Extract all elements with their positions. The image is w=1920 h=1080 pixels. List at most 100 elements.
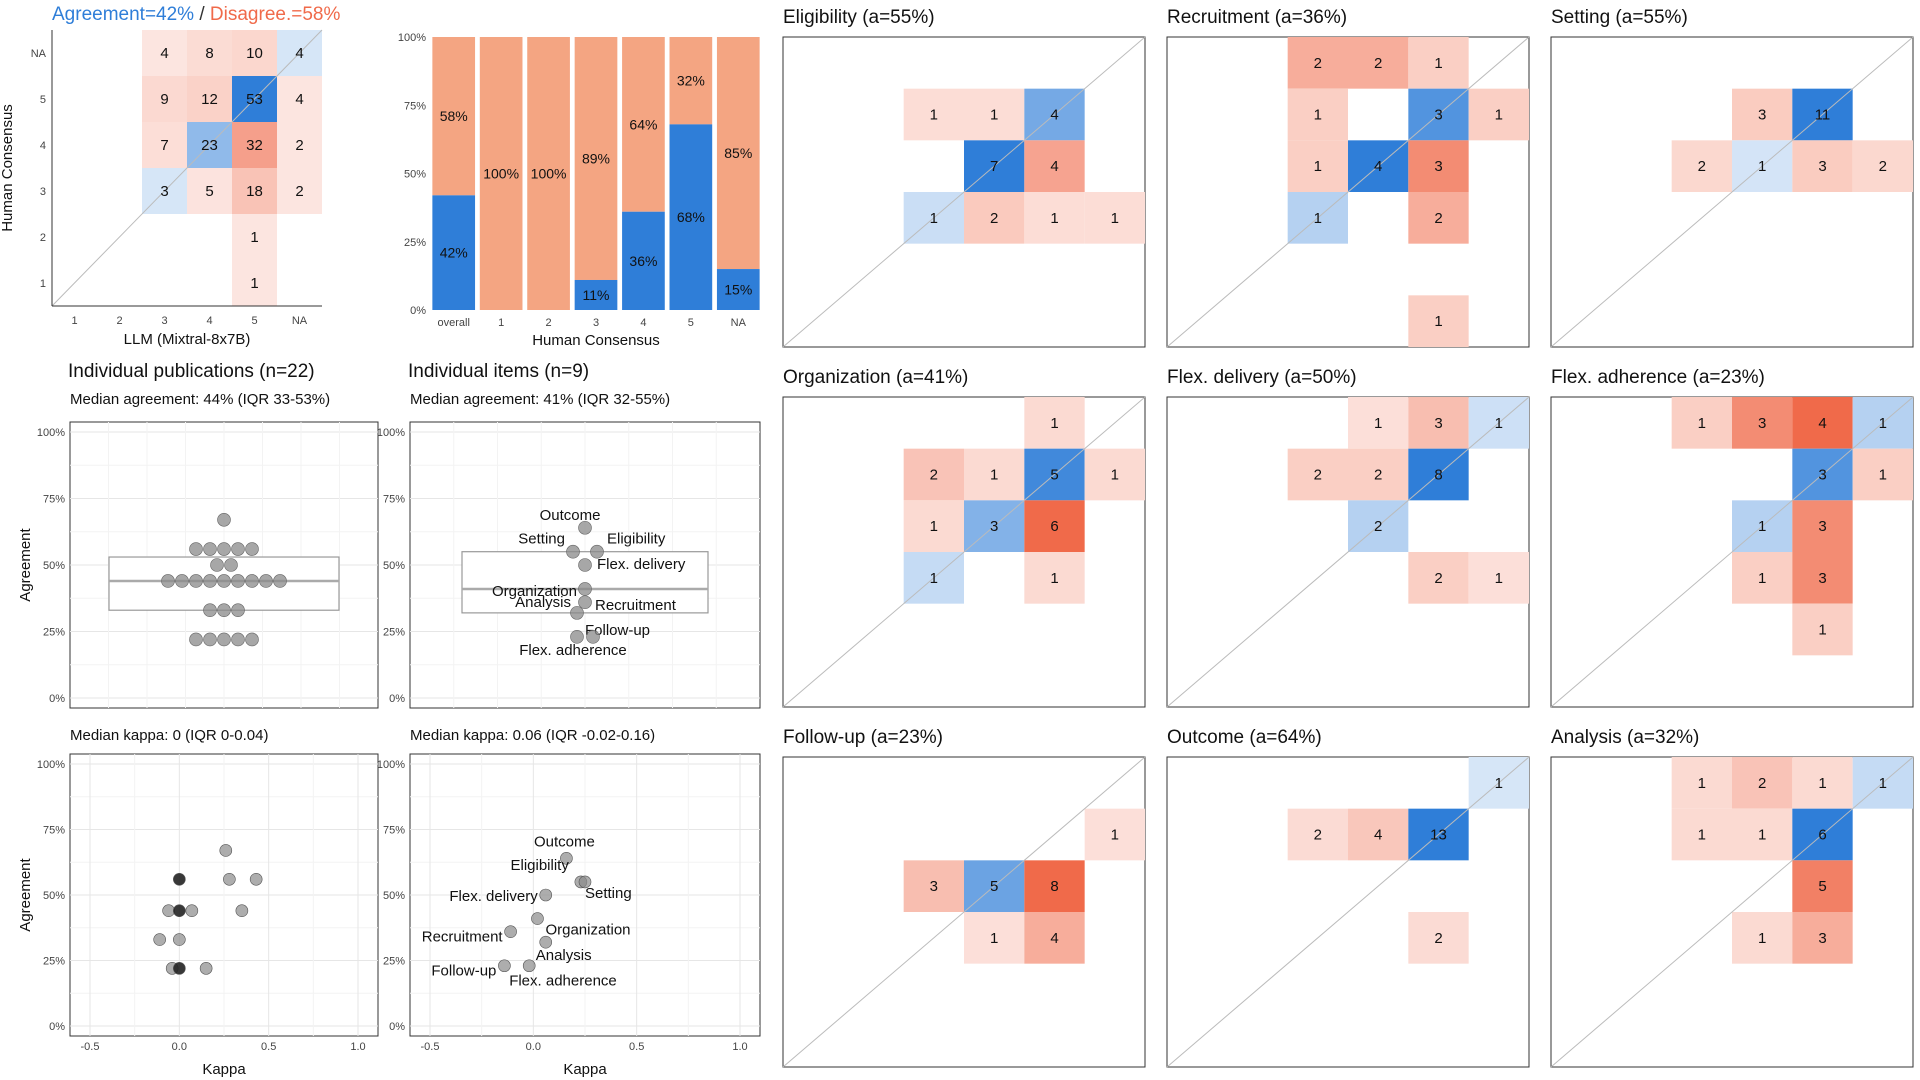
heatmap-cell [903,448,964,501]
panel-title: Eligibility (a=55%) [783,7,935,28]
heatmap-cell [1792,757,1853,809]
heatmap-cell [1732,757,1793,809]
heatmap-cell [1408,552,1469,604]
diagonal-line [1166,756,1530,1068]
cell-value-label: 8 [205,45,213,62]
panel-title: Individual publications (n=22) [68,361,315,382]
diagonal-line [1550,396,1914,708]
x-tick-label: 2 [116,315,122,327]
cell-value-label: 2 [1314,826,1322,843]
cell-value-label: 4 [1818,415,1826,432]
heatmap-cell [903,500,964,552]
cell-value-label: 10 [246,45,263,62]
cell-value-label: 3 [1818,158,1826,175]
x-tick-label: 4 [640,317,646,329]
heatmap-cell [1792,912,1853,964]
diagonal-line [1550,36,1914,348]
x-axis-title: Kappa [563,1061,607,1078]
cell-value-label: 1 [1434,313,1442,330]
data-point [162,904,175,918]
heatmap-cell [1024,860,1085,912]
data-point [560,852,573,865]
bar-segment-disagree [527,37,570,310]
heatmap-cell [1024,140,1085,192]
cell-value-label: 1 [1698,826,1706,843]
heatmap-cell [232,168,277,214]
heatmap-cell [1024,500,1085,552]
y-tick-label: 25% [383,956,405,968]
cell-value-label: 3 [1434,106,1442,123]
panel-title: Individual items (n=9) [408,361,589,382]
cell-value-label: 1 [990,930,998,947]
cell-value-label: 32 [246,137,263,154]
y-tick-label: 50% [383,890,405,902]
y-tick-label: 0% [49,693,65,705]
x-tick-label: 0.0 [172,1041,187,1053]
data-point [153,933,166,946]
bar-label-agree: 15% [724,282,752,298]
cell-value-label: 1 [1111,826,1119,843]
point-label: Organization [545,922,630,939]
cell-value-label: 1 [990,466,998,483]
heatmap-cell [1348,37,1409,89]
bar-label-disagree: 85% [724,145,752,161]
x-tick-label: 4 [206,315,212,327]
y-axis-title: Agreement [17,527,34,601]
y-tick-label: NA [31,48,47,60]
y-tick-label: 0% [410,305,426,317]
heatmap-cell [1852,448,1913,501]
point-label: Outcome [540,507,601,524]
x-axis-title: Human Consensus [532,332,660,349]
heatmap-cell [1287,448,1348,501]
bar-label-disagree: 58% [440,108,468,124]
y-tick-label: 100% [37,759,65,771]
data-point [570,630,584,644]
cell-value-label: 2 [1374,518,1382,535]
data-point [539,935,553,949]
y-tick-label: 0% [49,1021,65,1033]
panel-frame [782,396,1146,708]
x-tick-label: -0.5 [421,1041,440,1053]
heatmap-cell [1348,808,1409,861]
bar-label-agree: 11% [583,287,610,303]
data-point [210,558,224,572]
heatmap-cell [1408,295,1469,347]
cell-value-label: 3 [1818,466,1826,483]
cell-value-label: 53 [246,91,263,108]
heatmap-cell [1732,808,1793,861]
panel-frame [782,756,1146,1068]
x-axis-title: LLM (Mixtral-8x7B) [124,331,251,348]
headline-agreement: Agreement=42% [52,4,195,25]
heatmap-cell [1792,552,1853,604]
cell-value-label: 5 [990,878,998,895]
cell-value-label: 8 [1050,878,1058,895]
data-point [539,888,553,902]
y-tick-label: 100% [377,759,405,771]
cell-value-label: 4 [1374,826,1382,843]
cell-value-label: 18 [246,183,263,200]
cell-value-label: 1 [250,229,258,246]
data-point [578,595,592,610]
heatmap-cell [142,122,187,168]
data-point [231,574,245,588]
y-tick-label: 75% [383,825,405,837]
x-tick-label: 0.5 [261,1041,276,1053]
panel-title: Flex. adherence (a=23%) [1551,367,1765,388]
cell-value-label: 13 [1430,826,1447,843]
data-point [273,574,287,588]
bar-label-disagree: 100% [531,166,567,182]
cell-value-label: 1 [1314,106,1322,123]
heatmap-cell [1348,397,1409,449]
bar-label-agree: 68% [677,209,705,225]
data-point [566,544,580,559]
bar-label-agree: 42% [440,245,468,261]
bar-segment-disagree [479,37,523,310]
panel-title: Median kappa: 0.06 (IQR -0.02-0.16) [410,727,655,744]
data-point [175,574,189,588]
cell-value-label: 1 [1111,210,1119,227]
cell-value-label: 3 [160,183,168,200]
cell-value-label: 11 [1815,106,1831,123]
x-tick-label: 1 [71,315,77,327]
y-tick-label: 50% [404,169,426,181]
data-point [504,925,517,938]
